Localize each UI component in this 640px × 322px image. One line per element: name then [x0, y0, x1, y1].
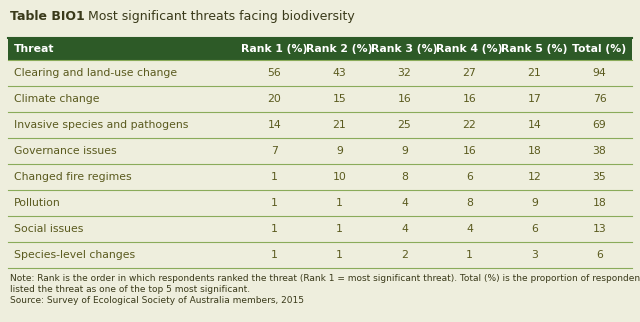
Text: Changed fire regimes: Changed fire regimes [14, 172, 132, 182]
Text: 1: 1 [271, 172, 278, 182]
Text: 18: 18 [527, 146, 541, 156]
Text: 20: 20 [268, 94, 282, 104]
Text: Governance issues: Governance issues [14, 146, 116, 156]
Text: 4: 4 [466, 224, 473, 234]
Text: 10: 10 [333, 172, 346, 182]
Text: Threat: Threat [14, 44, 54, 54]
Text: Rank 2 (%): Rank 2 (%) [307, 44, 372, 54]
Text: 1: 1 [271, 224, 278, 234]
Text: 9: 9 [531, 198, 538, 208]
Text: 16: 16 [397, 94, 412, 104]
Text: 6: 6 [466, 172, 473, 182]
Text: 94: 94 [593, 68, 606, 78]
Text: 13: 13 [593, 224, 606, 234]
Text: Rank 4 (%): Rank 4 (%) [436, 44, 503, 54]
Text: 2: 2 [401, 250, 408, 260]
Text: Invasive species and pathogens: Invasive species and pathogens [14, 120, 188, 130]
Text: 16: 16 [463, 146, 476, 156]
Text: 1: 1 [336, 198, 343, 208]
Text: 56: 56 [268, 68, 282, 78]
Text: Pollution: Pollution [14, 198, 61, 208]
Text: Species-level changes: Species-level changes [14, 250, 135, 260]
Text: 4: 4 [401, 224, 408, 234]
Text: 15: 15 [333, 94, 346, 104]
Text: 4: 4 [401, 198, 408, 208]
Text: 76: 76 [593, 94, 606, 104]
Text: 9: 9 [336, 146, 343, 156]
Text: 25: 25 [397, 120, 412, 130]
Text: 21: 21 [333, 120, 346, 130]
Text: 7: 7 [271, 146, 278, 156]
Text: Source: Survey of Ecological Society of Australia members, 2015: Source: Survey of Ecological Society of … [10, 296, 304, 305]
Text: Social issues: Social issues [14, 224, 83, 234]
Text: Rank 5 (%): Rank 5 (%) [501, 44, 568, 54]
Text: Total (%): Total (%) [572, 44, 627, 54]
Text: Table BIO1: Table BIO1 [10, 10, 84, 23]
Text: Note: Rank is the order in which respondents ranked the threat (Rank 1 = most si: Note: Rank is the order in which respond… [10, 274, 640, 283]
Text: 35: 35 [593, 172, 606, 182]
Text: 32: 32 [397, 68, 412, 78]
Text: 1: 1 [336, 224, 343, 234]
Text: Rank 3 (%): Rank 3 (%) [371, 44, 438, 54]
Text: 69: 69 [593, 120, 606, 130]
Text: Clearing and land-use change: Clearing and land-use change [14, 68, 177, 78]
Bar [8, 38, 632, 60]
Text: 27: 27 [463, 68, 476, 78]
Text: 8: 8 [466, 198, 473, 208]
Text: 18: 18 [593, 198, 606, 208]
Text: Most significant threats facing biodiversity: Most significant threats facing biodiver… [88, 10, 355, 23]
Text: 1: 1 [336, 250, 343, 260]
Text: 12: 12 [527, 172, 541, 182]
Text: 38: 38 [593, 146, 606, 156]
Text: 43: 43 [333, 68, 346, 78]
Text: 6: 6 [531, 224, 538, 234]
Text: 14: 14 [268, 120, 282, 130]
Text: listed the threat as one of the top 5 most significant.: listed the threat as one of the top 5 mo… [10, 285, 250, 294]
Text: 1: 1 [271, 250, 278, 260]
Text: 22: 22 [463, 120, 476, 130]
Text: 1: 1 [271, 198, 278, 208]
Text: 1: 1 [466, 250, 473, 260]
Text: 21: 21 [527, 68, 541, 78]
Text: 6: 6 [596, 250, 603, 260]
Text: 17: 17 [527, 94, 541, 104]
Text: Rank 1 (%): Rank 1 (%) [241, 44, 308, 54]
Text: 3: 3 [531, 250, 538, 260]
Text: 14: 14 [527, 120, 541, 130]
Text: 9: 9 [401, 146, 408, 156]
Text: Climate change: Climate change [14, 94, 99, 104]
Text: 16: 16 [463, 94, 476, 104]
Text: 8: 8 [401, 172, 408, 182]
